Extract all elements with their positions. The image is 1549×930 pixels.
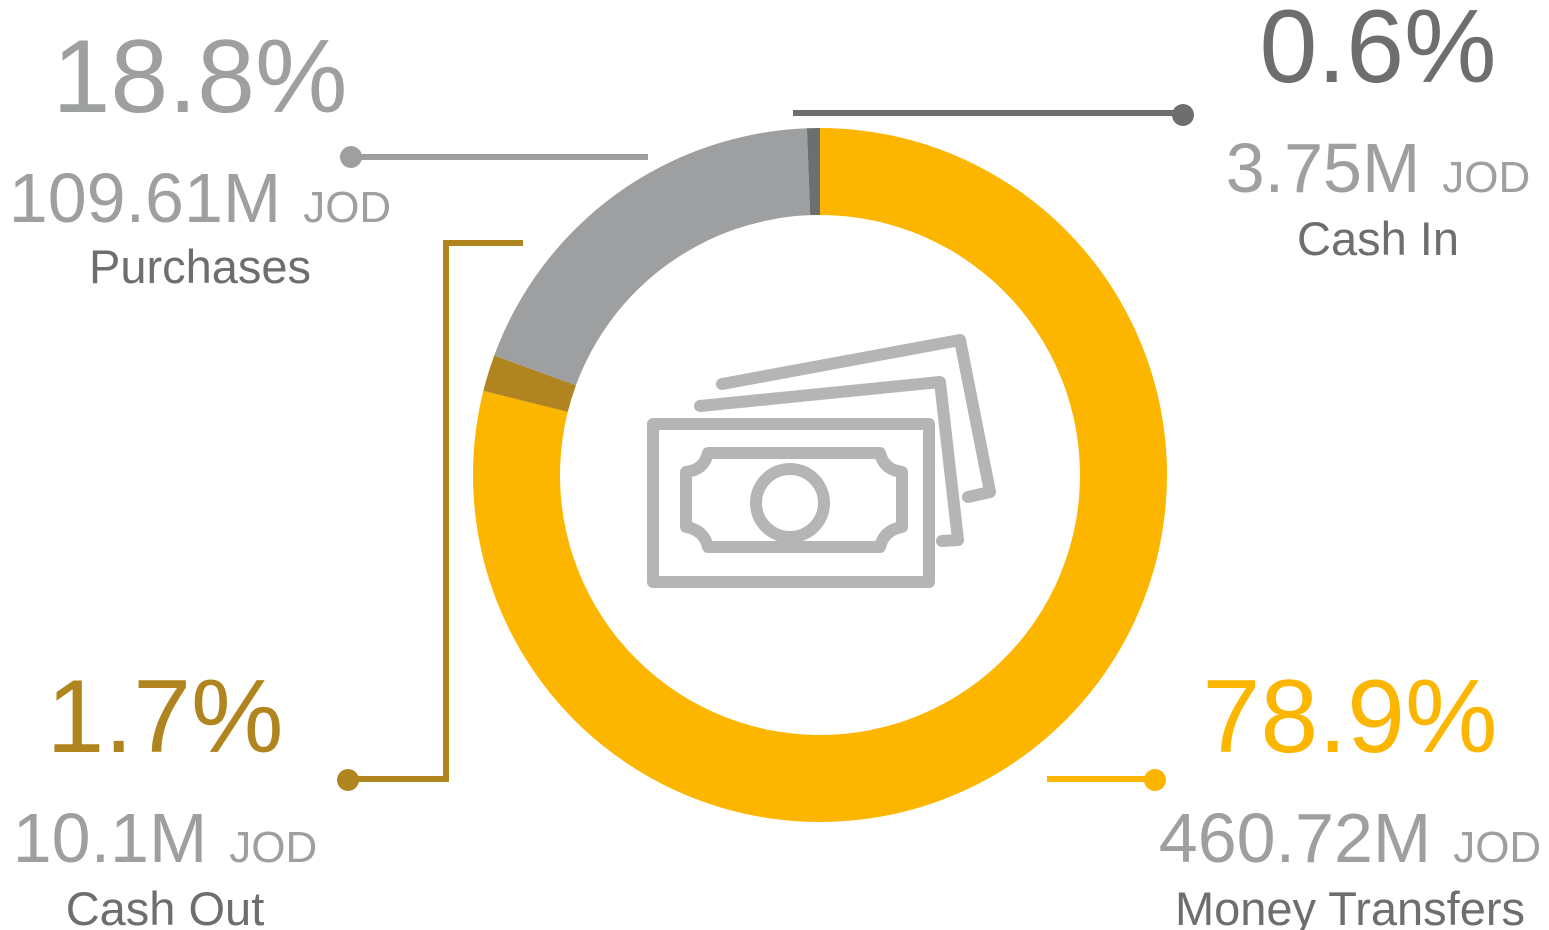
icon-bill-back	[716, 334, 996, 503]
icon-bill-middle	[694, 376, 964, 547]
amount-unit: JOD	[303, 183, 391, 232]
percent-label: 0.6%	[1259, 0, 1496, 105]
amount-label: 10.1M JOD	[13, 799, 318, 877]
donut-slice	[806, 128, 820, 216]
icon-bill-front	[647, 418, 935, 588]
amount-label: 460.72M JOD	[1159, 799, 1541, 877]
percent-label: 18.8%	[53, 19, 348, 135]
category-label: Cash Out	[66, 882, 265, 930]
amount-label: 3.75M JOD	[1226, 129, 1531, 207]
leader-dot	[1144, 769, 1166, 791]
leader-lines	[337, 104, 1194, 791]
labels: 78.9% 460.72M JOD Money Transfers 1.7% 10.1M J…	[9, 0, 1541, 930]
amount-value: 460.72M	[1159, 799, 1431, 877]
leader-dot	[337, 769, 359, 791]
leader-dot	[1172, 104, 1194, 126]
donut-slice	[483, 355, 576, 412]
category-label: Money Transfers	[1175, 882, 1525, 930]
icon-bill-inner	[680, 447, 908, 553]
amount-unit: JOD	[1453, 823, 1541, 872]
icon-coin	[750, 463, 830, 543]
leader-dot	[340, 146, 362, 168]
amount-unit: JOD	[1442, 153, 1530, 202]
amount-value: 109.61M	[9, 159, 281, 237]
category-label: Purchases	[89, 240, 311, 293]
category-label: Cash In	[1297, 212, 1459, 265]
amount-value: 3.75M	[1226, 129, 1421, 207]
money-icon	[647, 334, 996, 588]
donut	[472, 128, 1167, 823]
amount-value: 10.1M	[13, 799, 208, 877]
amount-label: 109.61M JOD	[9, 159, 391, 237]
leader-line	[348, 240, 523, 782]
amount-unit: JOD	[229, 823, 317, 872]
donut-slice	[494, 128, 811, 386]
percent-label: 78.9%	[1203, 659, 1498, 775]
percent-label: 1.7%	[46, 659, 283, 775]
